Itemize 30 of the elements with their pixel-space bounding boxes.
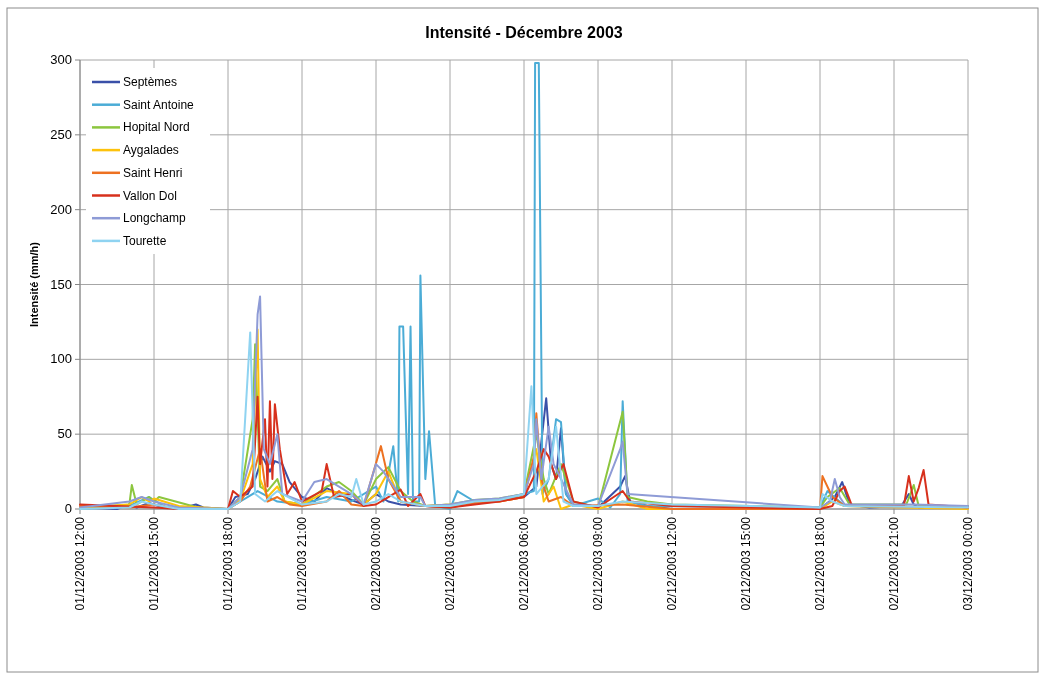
legend-label: Saint Antoine xyxy=(123,97,195,112)
chart-title: Intensité - Décembre 2003 xyxy=(425,24,623,41)
y-axis-title: Intensité (mm/h) xyxy=(28,241,40,327)
x-tick-label: 03/12/2003 00:00 xyxy=(961,516,975,611)
y-tick-label: 250 xyxy=(50,126,72,142)
x-tick-label: 01/12/2003 18:00 xyxy=(221,516,235,611)
x-tick-label: 02/12/2003 03:00 xyxy=(443,516,457,611)
legend-label: Longchamp xyxy=(123,211,187,226)
legend-label: Hopital Nord xyxy=(123,120,190,135)
x-tick-label: 01/12/2003 12:00 xyxy=(73,516,87,611)
x-tick-label: 02/12/2003 21:00 xyxy=(887,516,901,611)
x-tick-label: 02/12/2003 06:00 xyxy=(517,516,531,611)
x-tick-label: 02/12/2003 15:00 xyxy=(739,516,753,611)
y-tick-label: 200 xyxy=(50,201,72,217)
legend-label: Saint Henri xyxy=(123,165,183,180)
y-tick-label: 100 xyxy=(50,351,72,367)
x-tick-label: 02/12/2003 12:00 xyxy=(665,516,679,611)
y-tick-label: 50 xyxy=(57,426,72,442)
y-tick-label: 150 xyxy=(50,276,72,292)
x-tick-label: 02/12/2003 00:00 xyxy=(369,516,383,611)
legend-label: Aygalades xyxy=(123,143,179,158)
y-tick-label: 300 xyxy=(50,52,72,67)
legend-label: Septèmes xyxy=(123,75,178,89)
x-tick-label: 01/12/2003 15:00 xyxy=(147,516,161,611)
legend-label: Tourette xyxy=(123,233,167,248)
x-tick-label: 02/12/2003 09:00 xyxy=(591,516,605,611)
y-tick-label: 0 xyxy=(64,501,72,516)
x-tick-label: 02/12/2003 18:00 xyxy=(813,516,827,611)
x-tick-label: 01/12/2003 21:00 xyxy=(295,516,309,611)
legend-label: Vallon Dol xyxy=(123,188,177,203)
